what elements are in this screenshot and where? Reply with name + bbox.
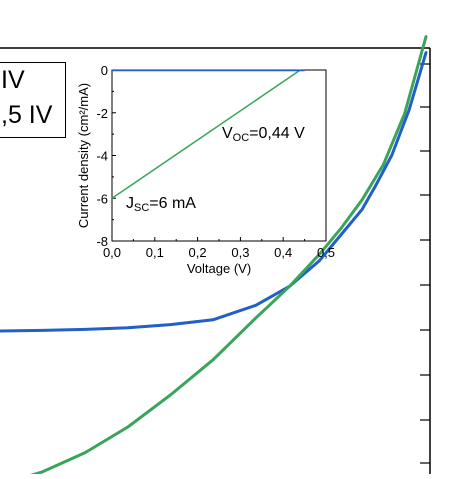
main-series-0-line: [0, 51, 428, 333]
inset-y-axis-label: Current density (cm²/mA): [76, 83, 91, 228]
inset-y-tick-label-4: -8: [96, 234, 108, 249]
jsc-annotation: JSC=6 mA: [126, 195, 196, 214]
inset-y-tick-label-0: 0: [101, 63, 108, 78]
inset-y-tick-label-1: -2: [96, 106, 108, 121]
inset-x-axis-label: Voltage (V): [187, 261, 251, 276]
inset-x-tick-label-5: 0,5: [317, 245, 335, 260]
inset-x-tick-label-4: 0,4: [274, 245, 292, 260]
inset-frame: [111, 69, 327, 242]
legend-line-1: IV: [1, 66, 25, 94]
inset-x-tick-label-1: 0,1: [146, 245, 164, 260]
inset-x-tick-label-2: 0,2: [189, 245, 207, 260]
main-series-1-line: [13, 35, 428, 479]
legend-line-2: ,5 IV: [1, 101, 53, 129]
inset-series-0-line: [111, 69, 301, 199]
legend-box: IV ,5 IV: [0, 62, 66, 138]
voc-annotation: VOC=0,44 V: [222, 125, 305, 144]
inset-x-tick-label-0: 0,0: [103, 245, 121, 260]
inset-y-tick-label-2: -4: [96, 149, 108, 164]
inset-y-tick-label-3: -6: [96, 191, 108, 206]
inset-x-tick-label-3: 0,3: [231, 245, 249, 260]
